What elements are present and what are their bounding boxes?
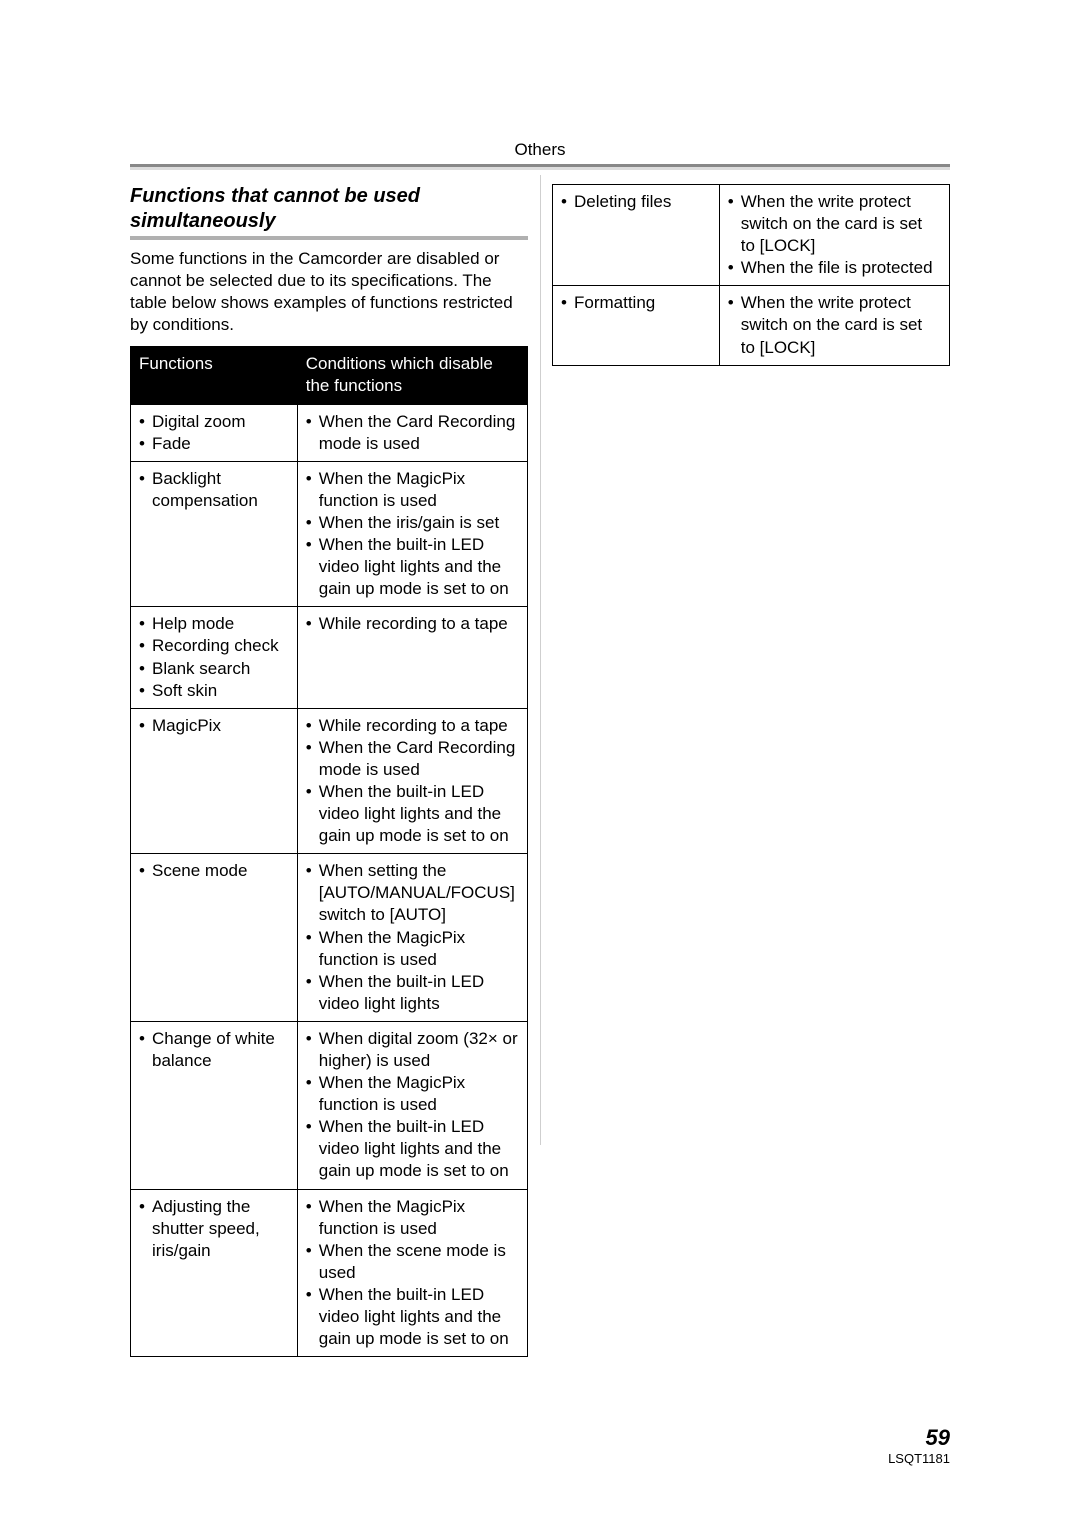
header-rule [130, 164, 950, 170]
condition-item: When the built-in LED video light lights… [306, 534, 519, 600]
table-row: Help modeRecording checkBlank searchSoft… [131, 607, 528, 708]
condition-item: When the MagicPix function is used [306, 468, 519, 512]
table-row: Formatting When the write protect switch … [553, 286, 950, 365]
left-column: Functions that cannot be used simultaneo… [130, 184, 528, 1357]
function-item: Formatting [561, 292, 711, 314]
function-item: Help mode [139, 613, 289, 635]
condition-item: When the built-in LED video light lights [306, 971, 519, 1015]
section-header: Others [130, 140, 950, 160]
functions-cell: Backlight compensation [131, 461, 298, 607]
conditions-cell: While recording to a tape [297, 607, 527, 708]
functions-cell: Formatting [553, 286, 720, 365]
condition-item: When the built-in LED video light lights… [306, 1116, 519, 1182]
conditions-cell: While recording to a tapeWhen the Card R… [297, 708, 527, 854]
column-divider [540, 175, 541, 1145]
function-item: MagicPix [139, 715, 289, 737]
functions-cell: Scene mode [131, 854, 298, 1022]
function-item: Fade [139, 433, 289, 455]
page-number: 59 [888, 1425, 950, 1451]
subtitle: Functions that cannot be used simultaneo… [130, 184, 528, 234]
intro-text: Some functions in the Camcorder are disa… [130, 248, 528, 336]
table-row: Deleting files When the write protect swi… [553, 185, 950, 286]
functions-cell: Adjusting the shutter speed, iris/gain [131, 1189, 298, 1357]
functions-cell: Deleting files [553, 185, 720, 286]
function-item: Recording check [139, 635, 289, 657]
right-column: Deleting files When the write protect swi… [552, 184, 950, 1357]
condition-item: When the MagicPix function is used [306, 927, 519, 971]
condition-item: When the built-in LED video light lights… [306, 1284, 519, 1350]
conditions-cell: When the Card Recording mode is used [297, 404, 527, 461]
document-id: LSQT1181 [888, 1451, 950, 1466]
conditions-cell: When the MagicPix function is usedWhen t… [297, 1189, 527, 1357]
condition-item: When the file is protected [728, 257, 941, 279]
condition-item: When the MagicPix function is used [306, 1196, 519, 1240]
function-item: Blank search [139, 658, 289, 680]
page-footer: 59 LSQT1181 [888, 1425, 950, 1466]
conditions-cell: When setting the [AUTO/MANUAL/FOCUS] swi… [297, 854, 527, 1022]
function-item: Change of white balance [139, 1028, 289, 1072]
function-item: Backlight compensation [139, 468, 289, 512]
functions-cell: Digital zoomFade [131, 404, 298, 461]
function-item: Soft skin [139, 680, 289, 702]
condition-item: While recording to a tape [306, 715, 519, 737]
condition-item: When the MagicPix function is used [306, 1072, 519, 1116]
table-row: MagicPixWhile recording to a tapeWhen th… [131, 708, 528, 854]
table-head-functions: Functions [131, 347, 298, 404]
functions-cell: Help modeRecording checkBlank searchSoft… [131, 607, 298, 708]
functions-table: Functions Conditions which disable the f… [130, 346, 528, 1357]
conditions-cell: When the MagicPix function is usedWhen t… [297, 461, 527, 607]
function-item: Adjusting the shutter speed, iris/gain [139, 1196, 289, 1262]
condition-item: When the write protect switch on the car… [728, 191, 941, 257]
table-row: Adjusting the shutter speed, iris/gainWh… [131, 1189, 528, 1357]
functions-cell: MagicPix [131, 708, 298, 854]
function-item: Scene mode [139, 860, 289, 882]
functions-cell: Change of white balance [131, 1021, 298, 1189]
condition-item: When the Card Recording mode is used [306, 737, 519, 781]
table-row: Change of white balance When digital zoom… [131, 1021, 528, 1189]
subtitle-rule [130, 236, 528, 240]
conditions-cell: When the write protect switch on the car… [719, 286, 949, 365]
function-item: Digital zoom [139, 411, 289, 433]
function-item: Deleting files [561, 191, 711, 213]
table-row: Digital zoomFadeWhen the Card Recording … [131, 404, 528, 461]
table-row: Scene mode When setting the [AUTO/MANUAL/… [131, 854, 528, 1022]
condition-item: When the write protect switch on the car… [728, 292, 941, 358]
condition-item: While recording to a tape [306, 613, 519, 635]
conditions-cell: When digital zoom (32× or higher) is use… [297, 1021, 527, 1189]
table-head-conditions: Conditions which disable the functions [297, 347, 527, 404]
condition-item: When the iris/gain is set [306, 512, 519, 534]
condition-item: When the Card Recording mode is used [306, 411, 519, 455]
functions-table-continued: Deleting files When the write protect swi… [552, 184, 950, 366]
conditions-cell: When the write protect switch on the car… [719, 185, 949, 286]
condition-item: When the scene mode is used [306, 1240, 519, 1284]
table-row: Backlight compensationWhen the MagicPix … [131, 461, 528, 607]
condition-item: When the built-in LED video light lights… [306, 781, 519, 847]
condition-item: When digital zoom (32× or higher) is use… [306, 1028, 519, 1072]
condition-item: When setting the [AUTO/MANUAL/FOCUS] swi… [306, 860, 519, 926]
